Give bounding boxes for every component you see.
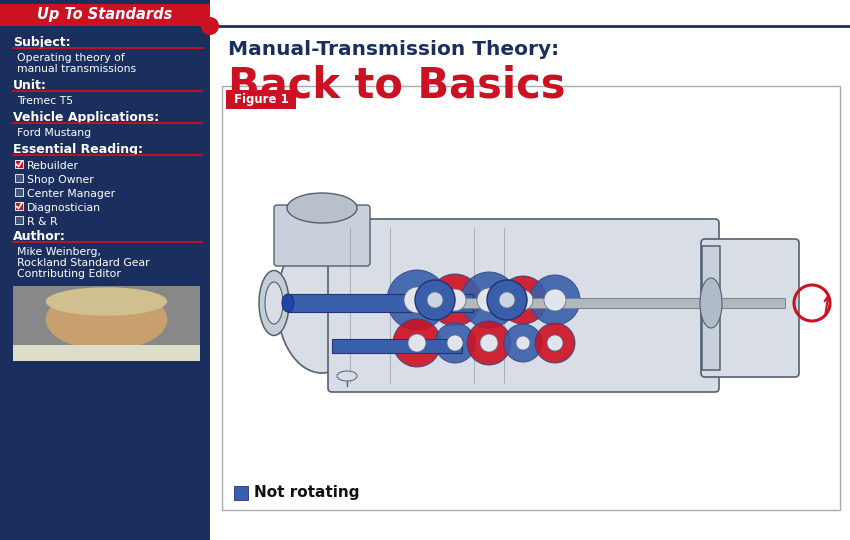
Ellipse shape	[337, 371, 357, 381]
Text: Not rotating: Not rotating	[254, 485, 360, 501]
Text: Ford Mustang: Ford Mustang	[17, 128, 91, 138]
Text: Shop Owner: Shop Owner	[27, 175, 94, 185]
Text: Up To Standards: Up To Standards	[37, 6, 173, 22]
Bar	[13, 345, 200, 361]
FancyBboxPatch shape	[274, 205, 370, 266]
Text: Manual-Transmission Theory:: Manual-Transmission Theory:	[228, 40, 559, 59]
Ellipse shape	[259, 271, 289, 335]
Circle shape	[461, 272, 517, 328]
Bar	[13, 286, 200, 361]
Circle shape	[513, 290, 533, 310]
Circle shape	[477, 288, 501, 312]
Text: Diagnostician: Diagnostician	[27, 203, 101, 213]
Bar	[222, 86, 840, 510]
Bar	[462, 298, 785, 308]
Bar	[0, 0, 210, 540]
Circle shape	[480, 334, 498, 352]
Circle shape	[535, 323, 575, 363]
Text: Subject:: Subject:	[13, 36, 71, 49]
Circle shape	[504, 324, 542, 362]
Text: Essential Reading:: Essential Reading:	[13, 143, 143, 156]
Circle shape	[444, 289, 466, 311]
Text: Rockland Standard Gear: Rockland Standard Gear	[17, 258, 150, 268]
Bar	[15, 160, 23, 168]
Ellipse shape	[277, 233, 367, 373]
FancyBboxPatch shape	[701, 239, 799, 377]
Bar	[288, 294, 473, 312]
Bar	[0, 4, 210, 26]
FancyBboxPatch shape	[328, 219, 719, 392]
Ellipse shape	[700, 278, 722, 328]
Circle shape	[467, 321, 511, 365]
Bar	[332, 339, 462, 353]
Circle shape	[415, 280, 455, 320]
Circle shape	[429, 274, 481, 326]
Text: Center Manager: Center Manager	[27, 189, 115, 199]
Text: R & R: R & R	[27, 217, 58, 227]
Text: Rebuilder: Rebuilder	[27, 161, 79, 171]
Text: manual transmissions: manual transmissions	[17, 64, 136, 74]
Bar	[0, 0, 210, 4]
Bar	[15, 202, 23, 210]
Circle shape	[544, 289, 566, 311]
Text: Back to Basics: Back to Basics	[228, 64, 565, 106]
Circle shape	[408, 334, 426, 352]
Ellipse shape	[46, 287, 167, 316]
Circle shape	[387, 270, 447, 330]
Circle shape	[393, 319, 441, 367]
Circle shape	[404, 287, 430, 313]
Circle shape	[516, 336, 530, 350]
Circle shape	[427, 292, 443, 308]
Ellipse shape	[287, 193, 357, 223]
Circle shape	[499, 292, 515, 308]
Text: Tremec T5: Tremec T5	[17, 96, 73, 106]
Ellipse shape	[282, 294, 294, 312]
Bar	[15, 174, 23, 182]
Text: Contributing Editor: Contributing Editor	[17, 269, 121, 279]
Text: Vehicle Applications:: Vehicle Applications:	[13, 111, 159, 124]
Bar	[15, 188, 23, 196]
Circle shape	[499, 276, 547, 324]
Ellipse shape	[265, 282, 283, 324]
Bar	[234, 486, 248, 500]
Circle shape	[530, 275, 580, 325]
Circle shape	[547, 335, 563, 351]
Text: Operating theory of: Operating theory of	[17, 53, 125, 63]
Bar	[226, 90, 296, 109]
Circle shape	[435, 323, 475, 363]
Text: Figure 1: Figure 1	[234, 93, 288, 106]
Bar	[15, 216, 23, 224]
Circle shape	[447, 335, 463, 351]
Text: Author:: Author:	[13, 230, 66, 243]
Text: Mike Weinberg,: Mike Weinberg,	[17, 247, 101, 257]
Circle shape	[487, 280, 527, 320]
Text: Unit:: Unit:	[13, 79, 47, 92]
Ellipse shape	[46, 289, 167, 350]
Circle shape	[201, 17, 219, 35]
Bar	[702, 246, 720, 370]
